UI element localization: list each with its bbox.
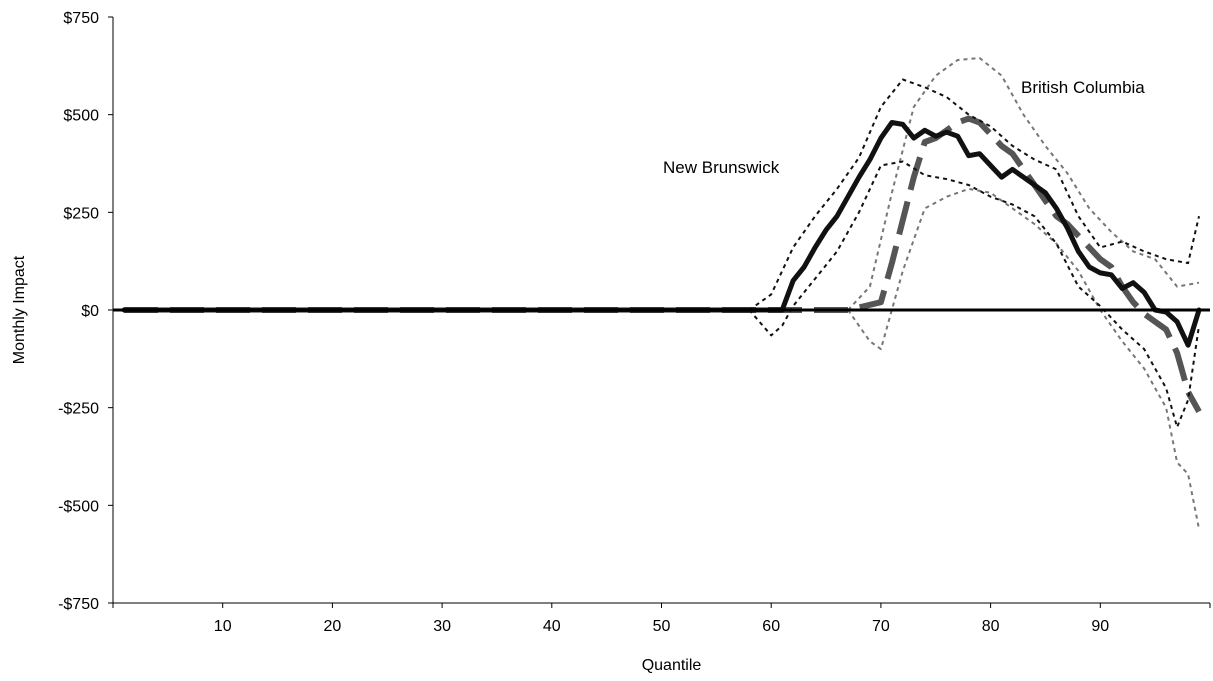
series-group bbox=[113, 57, 1210, 529]
series-line-british-columbia bbox=[124, 115, 1202, 414]
y-tick-label: -$500 bbox=[58, 498, 99, 515]
labels: $750 $500 $250 $0 -$250 -$500 -$750 10 20 30 40 50 6… bbox=[11, 10, 1145, 674]
x-tick-label: 20 bbox=[324, 618, 342, 635]
x-tick-label: 30 bbox=[433, 618, 451, 635]
x-tick-label: 10 bbox=[214, 618, 232, 635]
series-line-new-brunswick bbox=[121, 120, 1202, 348]
y-tick-label: -$750 bbox=[58, 596, 99, 613]
y-axis-title: Monthly Impact bbox=[11, 255, 28, 364]
y-tick-label: $0 bbox=[81, 303, 99, 320]
x-tick-label: 40 bbox=[543, 618, 561, 635]
series-annotation: British Columbia bbox=[1021, 78, 1145, 97]
x-tick-label: 60 bbox=[762, 618, 780, 635]
series-line-new-brunswick-lower-bound bbox=[748, 160, 1200, 429]
x-tick-label: 70 bbox=[872, 618, 890, 635]
x-tick-label: 50 bbox=[653, 618, 671, 635]
x-axis-title: Quantile bbox=[642, 657, 702, 674]
series-line-new-brunswick-upper-bound bbox=[748, 78, 1200, 311]
x-tick-label: 80 bbox=[982, 618, 1000, 635]
y-tick-label: -$250 bbox=[58, 401, 99, 418]
y-tick-label: $500 bbox=[63, 108, 99, 125]
x-tick-label: 90 bbox=[1091, 618, 1109, 635]
y-tick-label: $750 bbox=[63, 10, 99, 27]
series-annotation: New Brunswick bbox=[663, 158, 780, 177]
series-line-british-columbia-upper-bound bbox=[847, 57, 1200, 311]
y-tick-label: $250 bbox=[63, 205, 99, 222]
series-line-british-columbia-lower-bound bbox=[847, 187, 1200, 529]
